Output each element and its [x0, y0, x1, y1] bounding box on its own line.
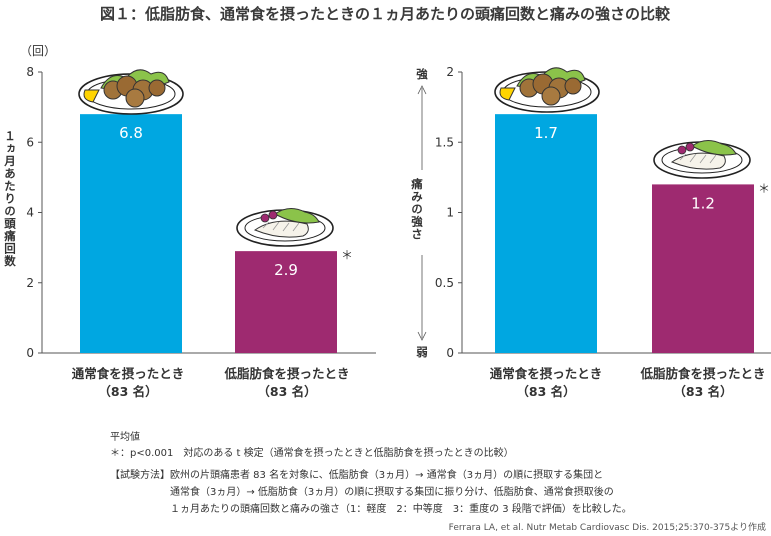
arrow-down-icon	[417, 331, 427, 341]
right-y-ticks: 0 0.5 1 1.5 2	[435, 65, 462, 360]
left-category-normal: 通常食を摂ったとき	[72, 366, 185, 381]
notes: 平均値 ＊：p<0.001 対応のある t 検定（通常食を摂ったときと低脂肪食を…	[110, 430, 766, 533]
left-bar-normal	[80, 114, 182, 354]
left-category-lowfat-n: （83 名）	[257, 384, 316, 399]
note-method-line-1: 欧州の片頭痛患者 83 名を対象に、低脂肪食（3ヵ月）→ 通常食（3ヵ月）の順に…	[170, 468, 603, 481]
right-category-lowfat-n: （83 名）	[673, 384, 732, 399]
left-bars: 6.8 2.9 ＊	[80, 114, 353, 354]
light-meal-plate-icon	[653, 139, 751, 179]
figure-title: 図１：低脂肪食、通常食を摂ったときの１ヵ月あたりの頭痛回数と痛みの強さの比較	[100, 5, 671, 23]
note-method-line-2: 通常食（3ヵ月）→ 低脂肪食（3ヵ月）の順に摂取する集団に振り分け、低脂肪食、通…	[170, 485, 614, 498]
right-significance-mark: ＊	[758, 181, 770, 195]
right-y-tick-label: 1	[446, 206, 454, 220]
arrow-up-icon	[417, 85, 427, 95]
left-bar-lowfat	[235, 251, 337, 353]
left-y-tick-label: 8	[26, 65, 34, 79]
right-bar-normal	[495, 114, 597, 354]
left-y-tick-label: 2	[26, 276, 34, 290]
left-bar-value-label: 2.9	[274, 261, 298, 279]
left-y-tick-label: 6	[26, 135, 34, 149]
left-category-normal-n: （83 名）	[98, 384, 157, 399]
left-significance-mark: ＊	[341, 248, 353, 262]
right-y-tick-label: 2	[446, 65, 454, 79]
note-stat: ＊：p<0.001 対応のある t 検定（通常食を摂ったときと低脂肪食を摂ったと…	[110, 446, 514, 459]
note-mean: 平均値	[110, 430, 140, 443]
left-bar-value-label: 6.8	[119, 124, 143, 142]
left-y-tick-label: 0	[26, 346, 34, 360]
right-category-lowfat: 低脂肪食を摂ったとき	[639, 366, 765, 381]
left-y-tick-label: 4	[26, 206, 34, 220]
right-bars: 1.7 1.2 ＊	[495, 114, 770, 354]
fried-chicken-plate-icon	[78, 69, 184, 115]
note-method-label: 【試験方法】	[110, 468, 170, 481]
right-y-label-weak: 弱	[416, 345, 428, 359]
right-category-normal-n: （83 名）	[516, 384, 575, 399]
left-y-axis-label: １ヵ月あたりの頭痛回数	[3, 130, 17, 268]
light-meal-plate-icon	[236, 207, 334, 247]
left-y-ticks: 0 2 4 6 8	[26, 65, 42, 360]
note-method-line-3: １ヵ月あたりの頭痛回数と痛みの強さ（1：軽度 2：中等度 3：重度の 3 段階で…	[170, 502, 632, 515]
source-citation: Ferrara LA, et al. Nutr Metab Cardiovasc…	[449, 521, 766, 533]
left-category-lowfat: 低脂肪食を摂ったとき	[223, 366, 349, 381]
right-y-label-strong: 強	[416, 67, 428, 81]
chart-pain-intensity: 強 痛みの強さ 弱 0 0.5 1 1.5 2 1.7 1.2 ＊ 通常食を摂ったとき （8…	[410, 65, 771, 399]
right-bar-value-label: 1.2	[691, 194, 715, 212]
right-y-tick-label: 1.5	[435, 135, 454, 149]
right-category-normal: 通常食を摂ったとき	[490, 366, 603, 381]
right-y-tick-label: 0	[446, 346, 454, 360]
fried-chicken-plate-icon	[494, 67, 600, 113]
unit-label: （回）	[20, 44, 56, 58]
right-y-tick-label: 0.5	[435, 276, 454, 290]
right-y-axis-label: 痛みの強さ	[410, 177, 424, 240]
right-bar-lowfat	[652, 184, 754, 353]
right-bar-value-label: 1.7	[534, 124, 558, 142]
